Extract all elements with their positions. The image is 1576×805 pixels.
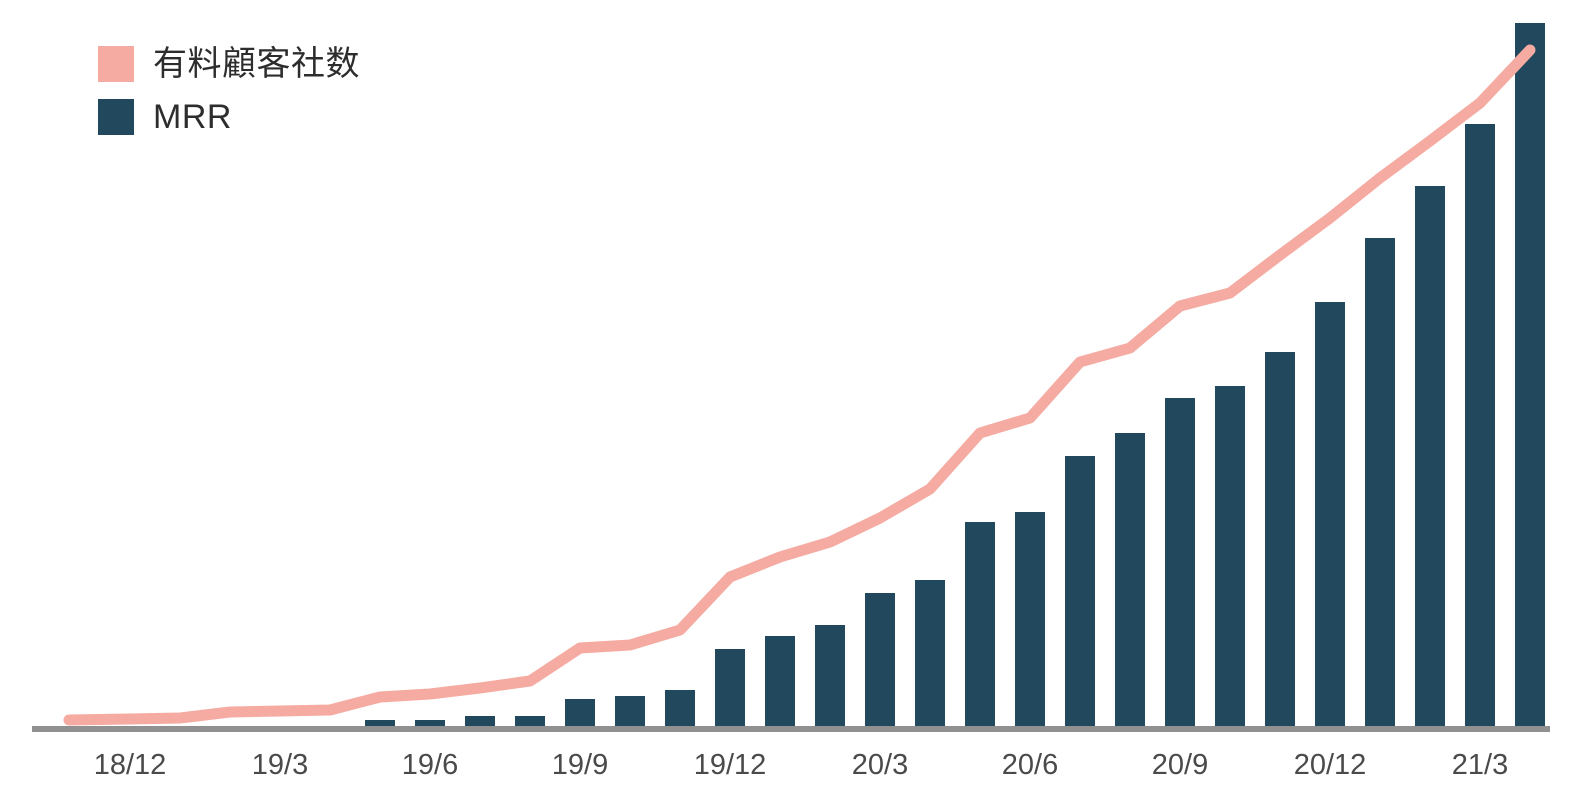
mrr-bar-20/1 bbox=[765, 636, 795, 727]
mrr-bar-19/6 bbox=[415, 720, 445, 727]
mrr-bar-21/2 bbox=[1415, 186, 1445, 727]
mrr-bar-20/3 bbox=[865, 593, 895, 727]
mrr-bar-series bbox=[365, 23, 1545, 727]
mrr-bar-20/8 bbox=[1115, 433, 1145, 727]
mrr-bar-20/4 bbox=[915, 580, 945, 727]
customers-legend-swatch bbox=[98, 46, 134, 82]
legend-item-mrr: MRR bbox=[98, 99, 360, 135]
mrr-bar-21/3 bbox=[1465, 124, 1495, 727]
mrr-bar-20/6 bbox=[1015, 512, 1045, 727]
mrr-legend-label: MRR bbox=[153, 98, 232, 136]
mrr-bar-19/11 bbox=[665, 690, 695, 727]
mrr-bar-19/12 bbox=[715, 649, 745, 727]
customers-legend-label: 有料顧客社数 bbox=[153, 45, 360, 83]
mrr-bar-20/2 bbox=[815, 625, 845, 727]
mrr-bar-20/9 bbox=[1165, 398, 1195, 727]
legend: 有料顧客社数 MRR bbox=[98, 46, 360, 135]
mrr-bar-19/9 bbox=[565, 699, 595, 727]
x-axis-line bbox=[32, 726, 1550, 732]
mrr-bar-20/11 bbox=[1265, 352, 1295, 727]
mrr-bar-20/7 bbox=[1065, 456, 1095, 727]
legend-item-customers: 有料顧客社数 bbox=[98, 46, 360, 82]
mrr-bar-20/5 bbox=[965, 522, 995, 727]
mrr-bar-19/8 bbox=[515, 716, 545, 727]
mrr-bar-21/1 bbox=[1365, 238, 1395, 727]
mrr-bar-20/10 bbox=[1215, 386, 1245, 727]
mrr-bar-20/12 bbox=[1315, 302, 1345, 727]
mrr-bar-19/5 bbox=[365, 720, 395, 727]
mrr-bar-19/10 bbox=[615, 696, 645, 727]
customers-line-series bbox=[63, 44, 1536, 726]
mrr-bar-21/4 bbox=[1515, 23, 1545, 727]
mrr-legend-swatch bbox=[98, 99, 134, 135]
mrr-bar-19/7 bbox=[465, 716, 495, 727]
